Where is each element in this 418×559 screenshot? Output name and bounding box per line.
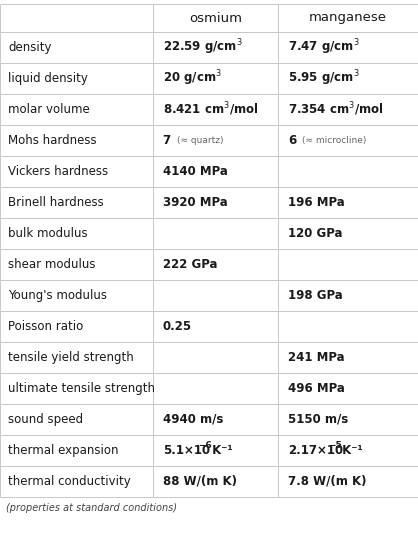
Text: 22.59 g/cm$^3$: 22.59 g/cm$^3$ — [163, 37, 242, 58]
Text: 222 GPa: 222 GPa — [163, 258, 217, 271]
Text: osmium: osmium — [189, 12, 242, 25]
Text: Young's modulus: Young's modulus — [8, 289, 107, 302]
Text: Mohs hardness: Mohs hardness — [8, 134, 97, 147]
Text: 5150 m/s: 5150 m/s — [288, 413, 348, 426]
Text: molar volume: molar volume — [8, 103, 90, 116]
Text: tensile yield strength: tensile yield strength — [8, 351, 134, 364]
Text: (≈ quartz): (≈ quartz) — [176, 136, 223, 145]
Text: manganese: manganese — [309, 12, 387, 25]
Text: 7.354 cm$^3$/mol: 7.354 cm$^3$/mol — [288, 101, 384, 119]
Text: 2.17×10: 2.17×10 — [288, 444, 343, 457]
Text: thermal conductivity: thermal conductivity — [8, 475, 131, 488]
Text: (≈ microcline): (≈ microcline) — [302, 136, 366, 145]
Text: 4940 m/s: 4940 m/s — [163, 413, 223, 426]
Text: 5.95 g/cm$^3$: 5.95 g/cm$^3$ — [288, 69, 359, 88]
Text: 6: 6 — [288, 134, 296, 147]
Text: Vickers hardness: Vickers hardness — [8, 165, 108, 178]
Text: (properties at standard conditions): (properties at standard conditions) — [6, 503, 177, 513]
Text: 88 W/(m K): 88 W/(m K) — [163, 475, 237, 488]
Text: 120 GPa: 120 GPa — [288, 227, 342, 240]
Text: 7.47 g/cm$^3$: 7.47 g/cm$^3$ — [288, 37, 359, 58]
Text: 196 MPa: 196 MPa — [288, 196, 345, 209]
Text: −6: −6 — [198, 441, 212, 450]
Text: Brinell hardness: Brinell hardness — [8, 196, 104, 209]
Text: bulk modulus: bulk modulus — [8, 227, 88, 240]
Text: thermal expansion: thermal expansion — [8, 444, 118, 457]
Text: 7: 7 — [163, 134, 171, 147]
Text: 20 g/cm$^3$: 20 g/cm$^3$ — [163, 69, 222, 88]
Text: liquid density: liquid density — [8, 72, 88, 85]
Text: Poisson ratio: Poisson ratio — [8, 320, 83, 333]
Text: 4140 MPa: 4140 MPa — [163, 165, 227, 178]
Text: density: density — [8, 41, 51, 54]
Text: 7.8 W/(m K): 7.8 W/(m K) — [288, 475, 367, 488]
Text: 0.25: 0.25 — [163, 320, 192, 333]
Text: 8.421 cm$^3$/mol: 8.421 cm$^3$/mol — [163, 101, 258, 119]
Text: sound speed: sound speed — [8, 413, 83, 426]
Text: shear modulus: shear modulus — [8, 258, 95, 271]
Text: K⁻¹: K⁻¹ — [208, 444, 232, 457]
Text: ultimate tensile strength: ultimate tensile strength — [8, 382, 155, 395]
Text: 241 MPa: 241 MPa — [288, 351, 344, 364]
Text: 198 GPa: 198 GPa — [288, 289, 343, 302]
Text: 5.1×10: 5.1×10 — [163, 444, 210, 457]
Text: −5: −5 — [328, 441, 342, 450]
Text: 3920 MPa: 3920 MPa — [163, 196, 227, 209]
Text: 496 MPa: 496 MPa — [288, 382, 345, 395]
Text: K⁻¹: K⁻¹ — [338, 444, 362, 457]
